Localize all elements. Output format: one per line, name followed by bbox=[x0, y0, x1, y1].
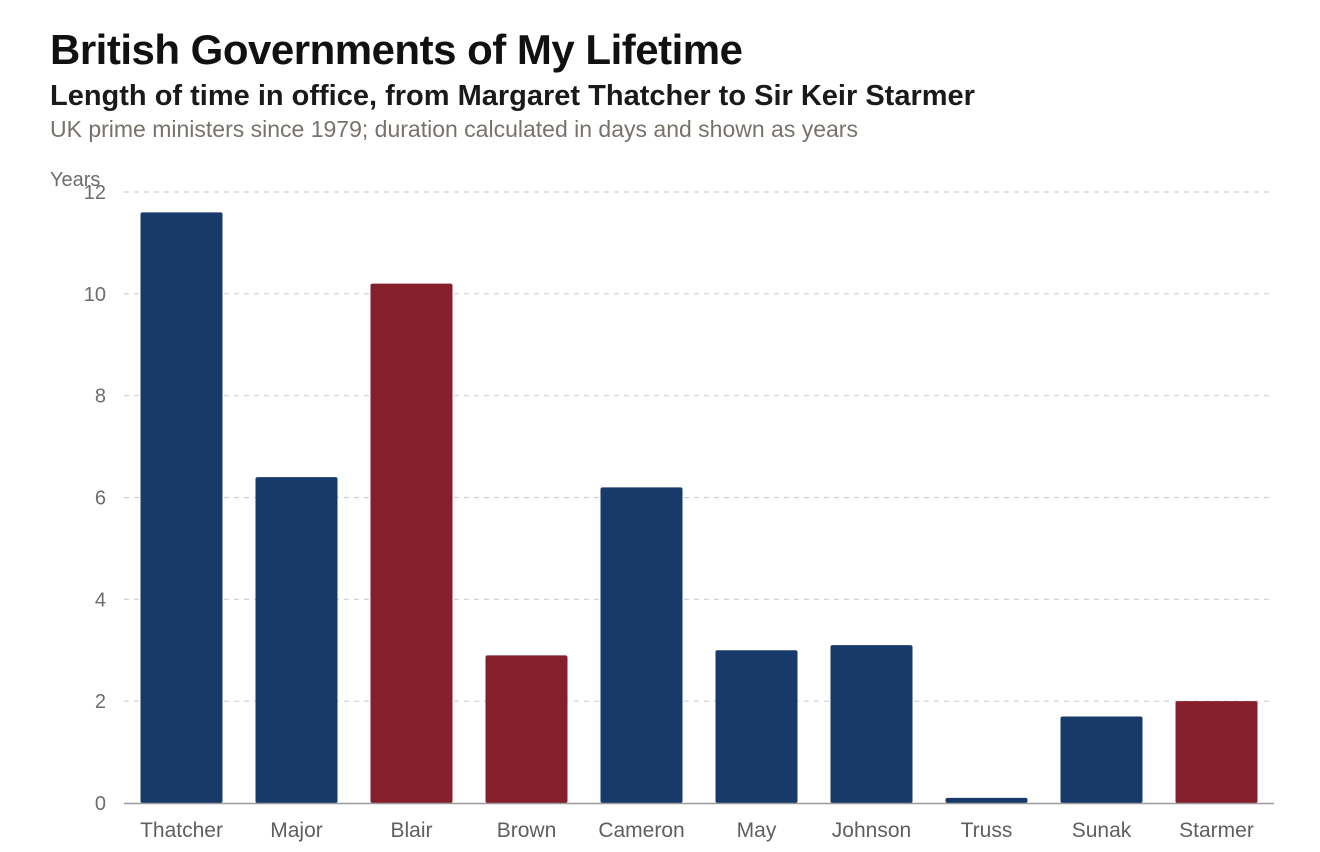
x-tick-label: Cameron bbox=[598, 819, 684, 842]
x-axis-labels: Thatcher Major Blair Brown Cameron May Johnson… bbox=[140, 819, 1254, 842]
bar-johnson bbox=[830, 645, 913, 803]
bar-sunak bbox=[1060, 716, 1143, 803]
y-tick-label: 2 bbox=[95, 691, 106, 713]
x-tick-label: Truss bbox=[961, 819, 1013, 842]
bar-brown bbox=[485, 655, 568, 803]
bar-cameron bbox=[600, 487, 683, 803]
x-tick-label: Blair bbox=[390, 819, 432, 842]
chart-caption: UK prime ministers since 1979; duration … bbox=[50, 116, 858, 142]
x-tick-label: May bbox=[737, 819, 777, 842]
bars bbox=[140, 212, 1258, 803]
y-tick-label: 6 bbox=[95, 488, 106, 510]
x-tick-label: Major bbox=[270, 819, 323, 842]
x-tick-label: Thatcher bbox=[140, 819, 223, 842]
x-tick-label: Brown bbox=[497, 819, 557, 842]
y-tick-label: 12 bbox=[84, 182, 106, 204]
y-axis-ticks: 0 2 4 6 8 10 12 bbox=[84, 182, 106, 815]
bar-major bbox=[255, 477, 338, 803]
bar-thatcher bbox=[140, 212, 223, 803]
x-tick-label: Johnson bbox=[832, 819, 911, 842]
x-tick-label: Starmer bbox=[1179, 819, 1254, 842]
y-tick-label: 8 bbox=[95, 386, 106, 408]
y-axis-label: Years bbox=[50, 169, 100, 191]
bar-blair bbox=[370, 283, 453, 803]
y-tick-label: 10 bbox=[84, 284, 106, 306]
bar-truss bbox=[945, 797, 1028, 803]
y-tick-label: 4 bbox=[95, 589, 106, 611]
bar-may bbox=[715, 650, 798, 803]
x-tick-label: Sunak bbox=[1072, 819, 1132, 842]
bar-starmer bbox=[1175, 701, 1258, 803]
y-tick-label: 0 bbox=[95, 793, 106, 815]
chart-title: British Governments of My Lifetime bbox=[50, 26, 743, 73]
chart-subtitle: Length of time in office, from Margaret … bbox=[50, 80, 975, 112]
